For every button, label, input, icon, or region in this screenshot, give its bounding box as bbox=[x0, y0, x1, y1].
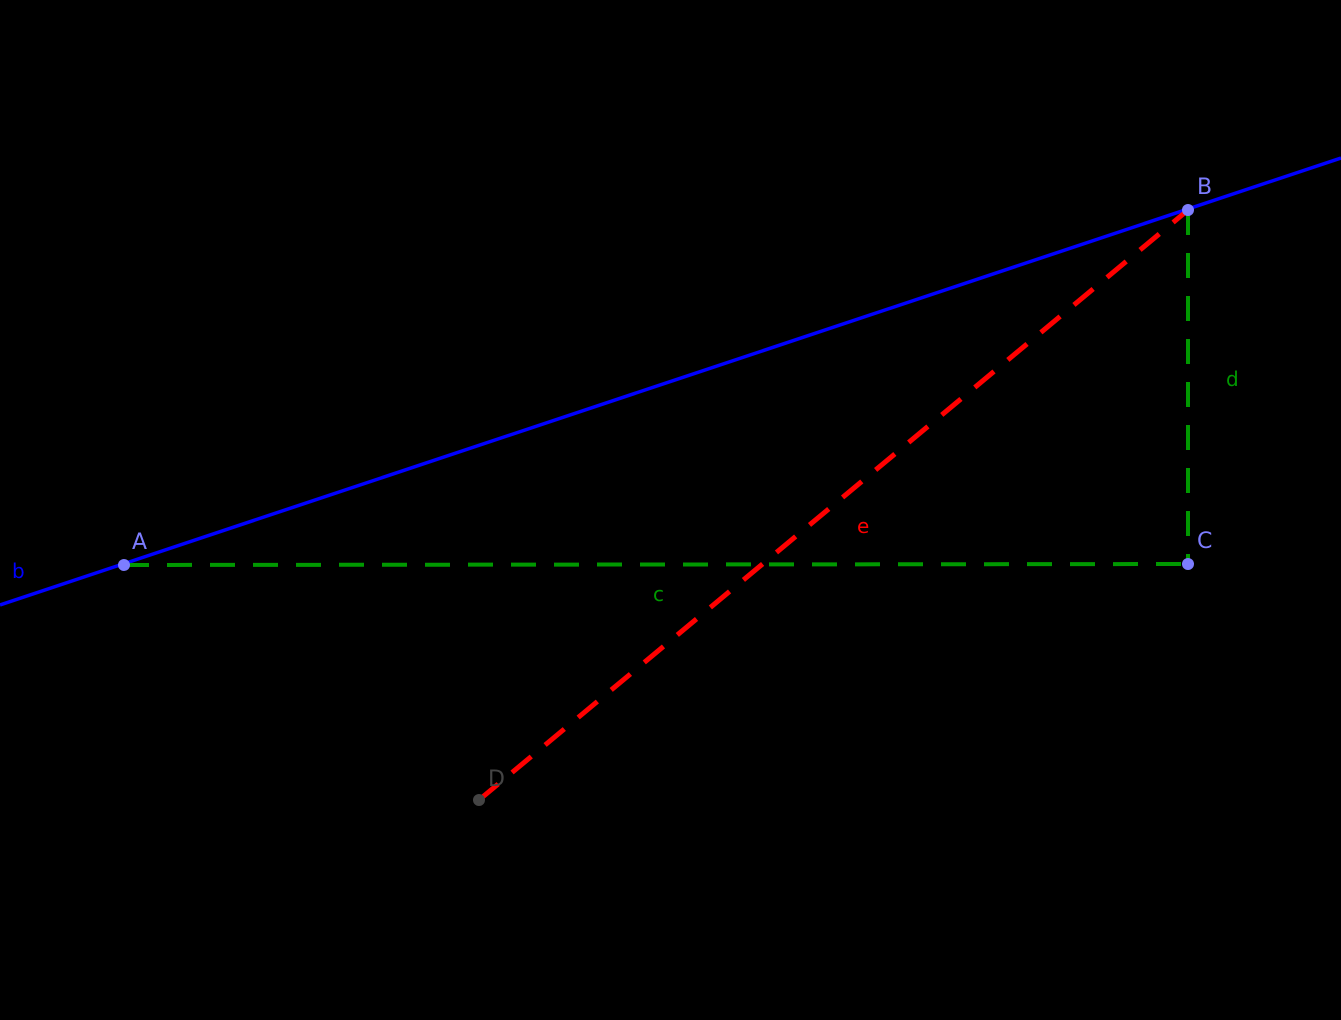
point-c-label: C bbox=[1197, 529, 1212, 554]
point-c[interactable] bbox=[1182, 558, 1194, 570]
line-b-label: b bbox=[12, 559, 25, 583]
line-b[interactable] bbox=[0, 156, 1341, 607]
segment-c[interactable] bbox=[123, 562, 1189, 567]
point-a[interactable] bbox=[118, 559, 130, 571]
point-a-label: A bbox=[132, 530, 147, 555]
segment-d-label: d bbox=[1226, 367, 1239, 391]
point-d[interactable] bbox=[473, 794, 485, 806]
segment-e-label: e bbox=[857, 514, 869, 538]
segment-c-label: c bbox=[653, 582, 664, 606]
point-d-label: D bbox=[488, 767, 505, 792]
point-b-label: B bbox=[1197, 175, 1212, 200]
segment-e[interactable] bbox=[477, 208, 1190, 802]
point-b[interactable] bbox=[1182, 204, 1194, 216]
